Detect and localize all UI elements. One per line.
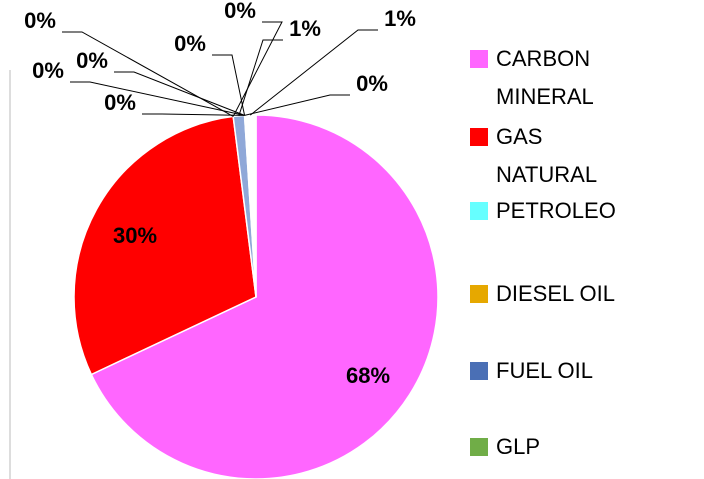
legend-item: PETROLEO <box>470 192 670 230</box>
data-label: 0% <box>76 48 108 73</box>
pie-slice <box>73 115 257 376</box>
leader-line <box>62 31 234 117</box>
legend-swatch <box>470 202 488 220</box>
legend-label: GAS NATURAL <box>496 124 598 187</box>
data-label: 0% <box>224 0 256 23</box>
legend-label: GLP <box>496 434 541 459</box>
leader-line <box>212 54 246 116</box>
leader-line <box>142 113 245 116</box>
data-label: 0% <box>24 8 56 33</box>
data-label: 0% <box>356 71 388 96</box>
leader-line <box>114 71 245 116</box>
legend-label: PETROLEO <box>496 198 616 223</box>
data-label: 68% <box>346 363 390 388</box>
data-label: 0% <box>32 58 64 83</box>
legend-item: GLP <box>470 428 670 466</box>
leader-line <box>244 94 350 116</box>
pie-slice <box>90 114 439 479</box>
legend-label: DIESEL OIL <box>496 281 616 306</box>
leader-line <box>249 29 378 116</box>
legend-item: FUEL OIL <box>470 352 670 390</box>
data-label: 0% <box>104 90 136 115</box>
leader-line <box>70 81 245 116</box>
legend-item: CARBON MINERAL <box>470 40 670 116</box>
leader-line <box>232 21 283 117</box>
data-label: 1% <box>289 16 321 41</box>
legend-swatch <box>470 362 488 380</box>
legend-swatch <box>470 285 488 303</box>
legend-item: DIESEL OIL <box>470 275 670 313</box>
data-label: 0% <box>174 31 206 56</box>
legend-swatch <box>470 128 488 146</box>
data-label: 30% <box>113 223 157 248</box>
legend-item: GAS NATURAL <box>470 118 670 194</box>
legend-swatch <box>470 438 488 456</box>
data-label: 1% <box>384 6 416 31</box>
legend-label: FUEL OIL <box>496 358 593 383</box>
legend-label: CARBON MINERAL <box>496 46 594 109</box>
leader-line <box>238 39 283 116</box>
legend-swatch <box>470 50 488 68</box>
